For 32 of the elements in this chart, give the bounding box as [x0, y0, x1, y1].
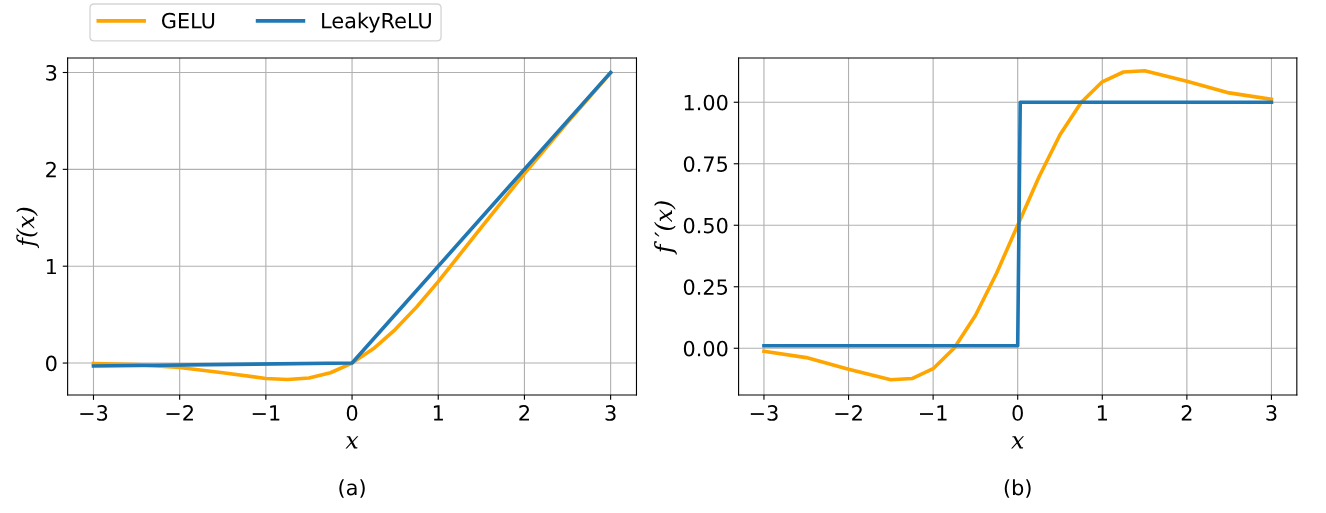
x-axis-title: x [345, 436, 359, 449]
x-tick-label: −3 [80, 405, 108, 421]
y-tick-label: 0.00 [683, 340, 728, 357]
x-tick-label: 2 [519, 405, 529, 421]
x-tick-label: −1 [252, 405, 280, 421]
x-tick-label: −2 [166, 405, 193, 421]
x-tick-label: 3 [1266, 405, 1277, 421]
y-tick-label: 1 [46, 258, 56, 275]
x-tick-label: 1 [1097, 405, 1107, 421]
text: (b) [1004, 479, 1031, 498]
legend-label: LeakyReLU [322, 12, 431, 33]
x-tick-label: −1 [919, 405, 947, 421]
y-tick-label: 0.75 [683, 156, 728, 172]
x-tick-label: 2 [1181, 405, 1192, 421]
line-series [762, 68, 1274, 382]
text: (a) [339, 479, 365, 498]
legend-label: GELU [161, 12, 215, 29]
x-tick-label: 0 [346, 405, 358, 421]
y-tick-label: 3 [46, 64, 57, 81]
x-tick-label: −3 [750, 405, 778, 421]
x-axis-title: x [1011, 436, 1025, 449]
x-tick-label: 1 [433, 405, 443, 421]
x-tick-label: −2 [835, 405, 862, 421]
x-tick-label: 0 [1012, 405, 1023, 421]
y-tick-label: 0 [46, 355, 57, 372]
y-axis-title: f ′(x) [654, 201, 677, 255]
x-tick-label: 3 [605, 405, 616, 421]
y-axis-title: f(x) [16, 207, 40, 249]
y-tick-label: 1.00 [684, 94, 728, 111]
y-tick-label: 0.50 [683, 217, 728, 234]
y-tick-label: 0.25 [683, 279, 728, 295]
y-tick-label: 2 [46, 161, 56, 178]
